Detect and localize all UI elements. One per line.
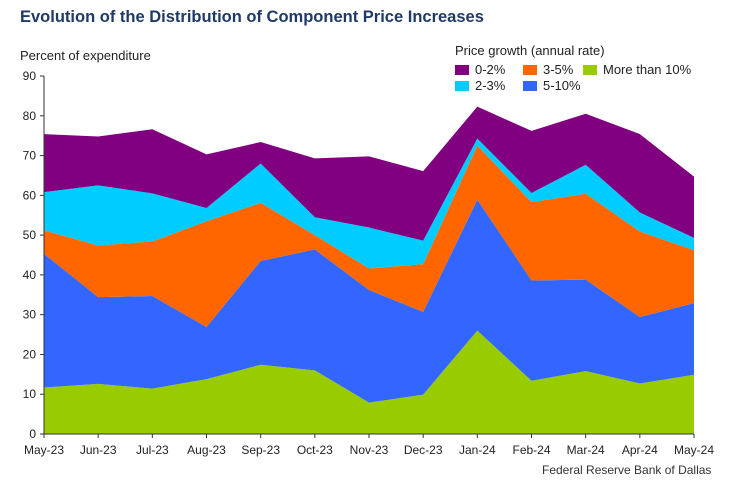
y-axis-label: Percent of expenditure bbox=[20, 48, 151, 63]
y-tick-label: 70 bbox=[23, 149, 37, 163]
x-tick-label: Jan-24 bbox=[459, 443, 496, 457]
legend-item-more-than-10: More than 10% bbox=[583, 62, 691, 77]
y-tick-label: 50 bbox=[23, 228, 37, 242]
y-tick-label: 10 bbox=[23, 387, 37, 401]
x-tick-label: Feb-24 bbox=[512, 443, 550, 457]
x-tick-label: May-24 bbox=[674, 443, 714, 457]
area-series-0-2 bbox=[44, 106, 694, 241]
x-tick-label: Aug-23 bbox=[187, 443, 226, 457]
y-tick-label: 60 bbox=[23, 188, 37, 202]
area-series-3-5 bbox=[44, 145, 694, 327]
area-series-5-10 bbox=[44, 199, 694, 403]
source-note: Federal Reserve Bank of Dallas bbox=[542, 463, 712, 477]
y-tick-label: 80 bbox=[23, 109, 37, 123]
x-tick-label: Dec-23 bbox=[404, 443, 443, 457]
legend-label-more-than-10: More than 10% bbox=[603, 62, 692, 77]
legend-swatch-3-5 bbox=[523, 64, 537, 75]
x-tick-label: Mar-24 bbox=[567, 443, 605, 457]
legend-item-2-3: 2-3% bbox=[455, 78, 505, 93]
legend-label-3-5: 3-5% bbox=[543, 62, 574, 77]
y-tick-label: 0 bbox=[29, 427, 36, 441]
x-tick-label: Jul-23 bbox=[136, 443, 169, 457]
chart-title: Evolution of the Distribution of Compone… bbox=[20, 8, 484, 26]
y-tick-label: 20 bbox=[23, 347, 37, 361]
y-tick-label: 30 bbox=[23, 308, 37, 322]
x-tick-label: Nov-23 bbox=[350, 443, 389, 457]
y-tick-label: 90 bbox=[23, 69, 37, 83]
legend-item-0-2: 0-2% bbox=[455, 62, 505, 77]
legend-swatch-more-than-10 bbox=[583, 64, 597, 75]
legend-label-2-3: 2-3% bbox=[475, 78, 506, 93]
x-tick-label: Jun-23 bbox=[80, 443, 117, 457]
area-series-more-than-10 bbox=[44, 330, 694, 434]
legend-item-3-5: 3-5% bbox=[523, 62, 573, 77]
legend-label-0-2: 0-2% bbox=[475, 62, 506, 77]
x-tick-label: Oct-23 bbox=[297, 443, 333, 457]
x-tick-label: Apr-24 bbox=[622, 443, 658, 457]
x-tick-label: Sep-23 bbox=[241, 443, 280, 457]
legend-swatch-0-2 bbox=[455, 64, 469, 75]
x-tick-label: May-23 bbox=[24, 443, 64, 457]
area-series-2-3 bbox=[44, 138, 694, 269]
legend-title: Price growth (annual rate) bbox=[455, 43, 605, 58]
legend-swatch-5-10 bbox=[523, 80, 537, 91]
legend-swatch-2-3 bbox=[455, 80, 469, 91]
legend-label-5-10: 5-10% bbox=[543, 78, 581, 93]
y-tick-label: 40 bbox=[23, 268, 37, 282]
legend-item-5-10: 5-10% bbox=[523, 78, 581, 93]
